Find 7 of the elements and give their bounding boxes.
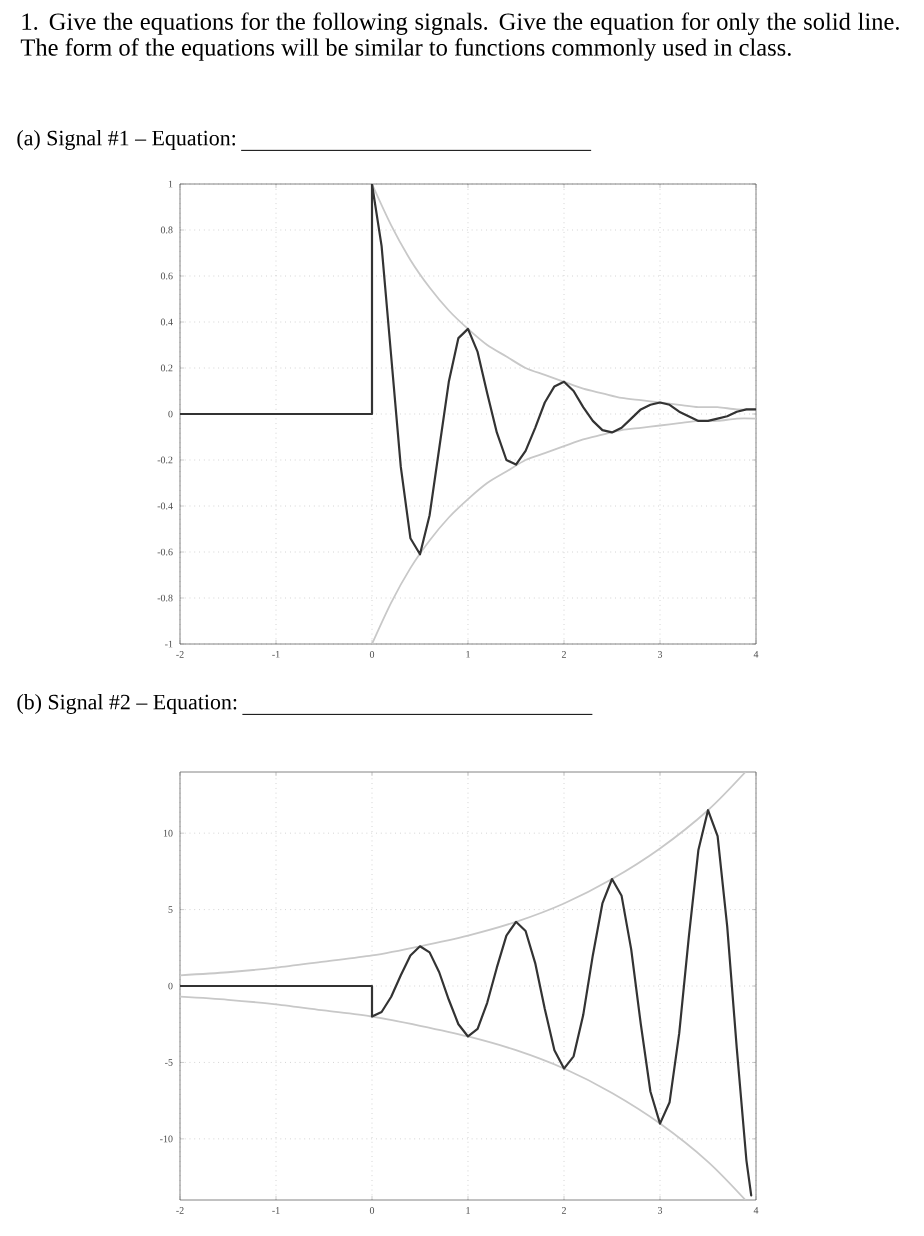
line-series — [371, 417, 757, 645]
text: 1. Give the equations for the following signals. Give the equation for only the solid line. The form of the equations will be similar to functions commonly used in class. — [20, 12, 899, 61]
line-series — [180, 809, 753, 1197]
line-series — [180, 772, 747, 977]
chart-title: (b) Signal #2 – Equation: — [17, 694, 237, 714]
chart-title: (a) Signal #1 – Equation: — [17, 130, 235, 150]
line-series — [180, 995, 747, 1201]
